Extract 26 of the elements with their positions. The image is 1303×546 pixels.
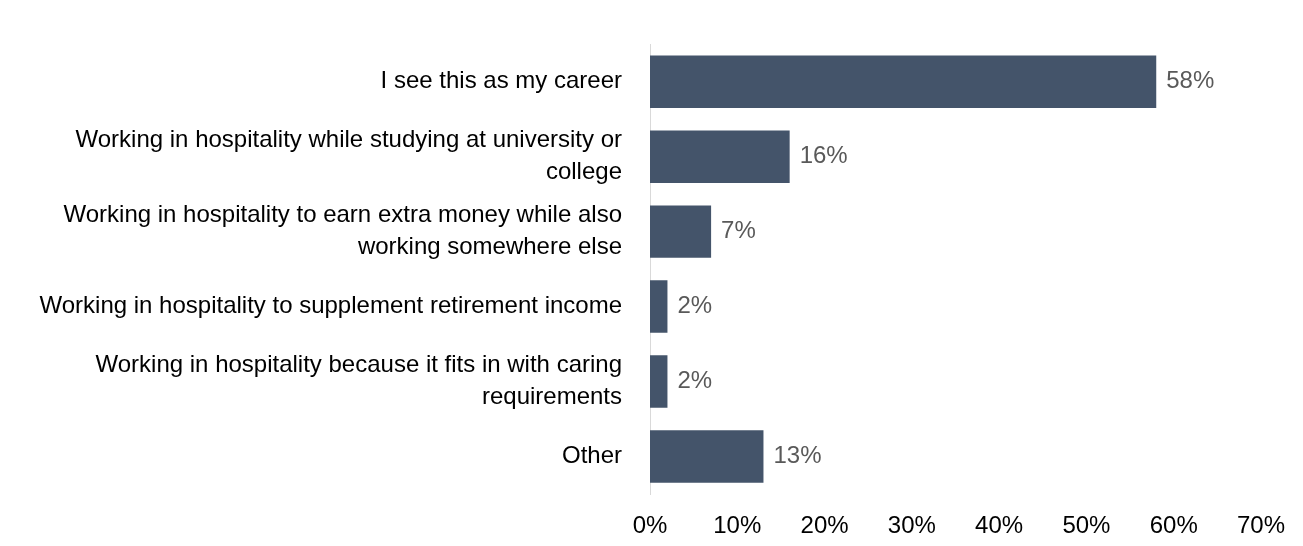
bar [650, 355, 668, 408]
x-tick-label: 20% [800, 511, 849, 539]
x-tick-label: 50% [1062, 511, 1111, 539]
y-tick-label: Working in hospitality because it fits in with caring requirements [95, 349, 622, 410]
data-label: 16% [799, 141, 848, 169]
x-tick-label: 60% [1149, 511, 1198, 539]
y-tick-label: Working in hospitality to supplement retirement income [39, 291, 622, 319]
y-tick-label: I see this as my career [380, 66, 622, 94]
y-tick-label: Other [561, 441, 622, 469]
bar [650, 130, 790, 183]
x-tick-label: 40% [975, 511, 1024, 539]
data-label: 58% [1166, 66, 1215, 94]
x-tick-label: 30% [887, 511, 936, 539]
bar [650, 205, 712, 258]
x-tick-label: 0% [632, 511, 668, 539]
bar [650, 430, 764, 483]
bar [650, 55, 1157, 108]
bar [650, 280, 668, 333]
data-label: 2% [677, 291, 713, 319]
y-tick-label: Working in hospitality while studying at university or college [75, 125, 623, 185]
y-tick-label: Working in hospitality to earn extra money while also working somewhere else [63, 200, 622, 260]
x-tick-label: 70% [1236, 511, 1286, 539]
data-label: 13% [773, 441, 822, 469]
x-tick-label: 10% [713, 511, 762, 539]
data-label: 7% [721, 216, 756, 244]
data-label: 2% [677, 366, 713, 394]
